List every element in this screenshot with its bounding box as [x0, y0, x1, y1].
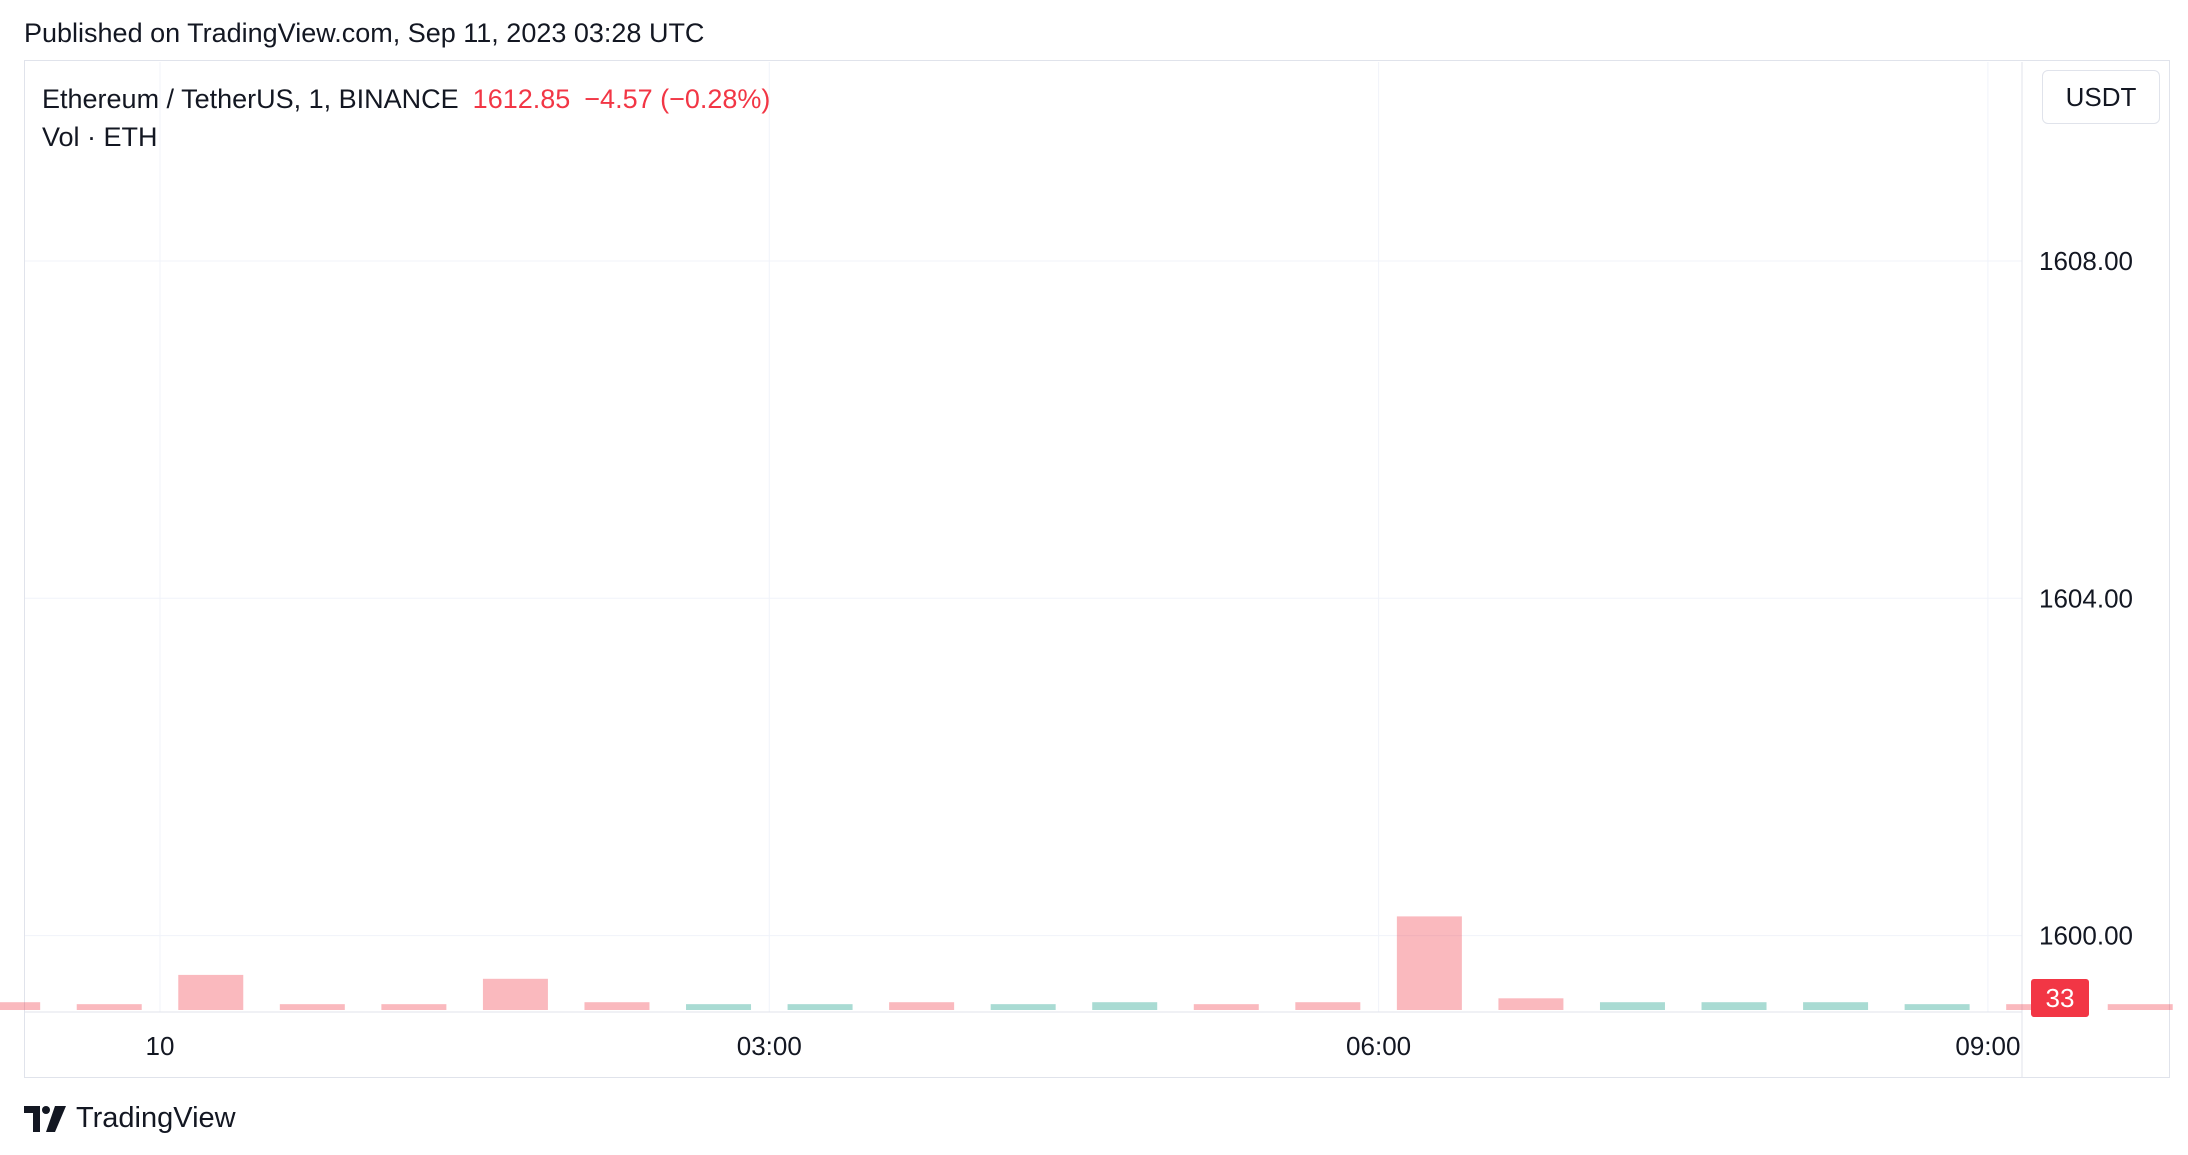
time-tick-label: 09:00: [1955, 1031, 2020, 1061]
volume-bar: [1092, 1002, 1158, 1010]
volume-bar: [1599, 1002, 1665, 1010]
volume-bar: [1396, 916, 1462, 1010]
volume-bar: [889, 1002, 955, 1010]
volume-badge: [2031, 979, 2089, 1017]
price-tick-label: 1604.00: [2039, 583, 2133, 613]
volume-bar: [1295, 1002, 1361, 1010]
time-tick-label: 03:00: [737, 1031, 802, 1061]
volume-bar: [584, 1002, 650, 1010]
volume-bar: [1904, 1004, 1970, 1010]
chart-legend: Ethereum / TetherUS, 1, BINANCE 1612.85 −4…: [42, 80, 776, 156]
volume-bar: [1803, 1002, 1869, 1010]
last-price: 1612.85: [472, 84, 571, 114]
published-caption: Published on TradingView.com, Sep 11, 20…: [24, 18, 705, 48]
volume-bar: [1193, 1004, 1259, 1010]
volume-bar: [381, 1004, 447, 1010]
volume-bar: [686, 1004, 752, 1010]
time-tick-label: 06:00: [1346, 1031, 1411, 1061]
footer-brand[interactable]: TradingView: [24, 1102, 236, 1135]
volume-bar: [787, 1004, 853, 1010]
volume-legend[interactable]: Vol · ETH: [42, 122, 158, 152]
volume-bar: [1498, 998, 1564, 1010]
tradingview-logo-icon: [24, 1105, 66, 1132]
volume-bar: [279, 1004, 345, 1010]
volume-bar: [1701, 1002, 1767, 1010]
volume-bar: [0, 1002, 41, 1010]
volume-value-label: 33: [2046, 983, 2075, 1013]
volume-bar: [990, 1004, 1056, 1010]
price-tick-label: 1608.00: [2039, 246, 2133, 276]
volume-bar: [482, 978, 548, 1010]
chart-frame[interactable]: [24, 60, 2170, 1078]
price-tick-label: 1600.00: [2039, 921, 2133, 951]
symbol-title[interactable]: Ethereum / TetherUS, 1, BINANCE: [42, 84, 459, 114]
volume-bar: [76, 1004, 142, 1010]
currency-button[interactable]: USDT: [2042, 70, 2160, 124]
price-change: −4.57 (−0.28%): [584, 84, 771, 114]
footer-brand-label: TradingView: [76, 1102, 236, 1134]
volume-bar: [2107, 1004, 2173, 1010]
volume-bar: [178, 974, 244, 1010]
time-tick-label: 10: [146, 1031, 175, 1061]
